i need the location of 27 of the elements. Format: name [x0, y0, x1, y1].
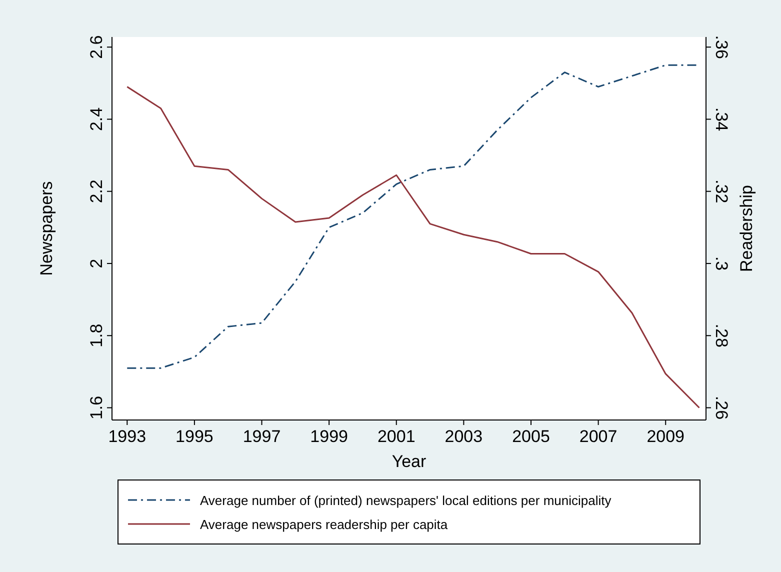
y2-axis-title: Readership [737, 185, 756, 272]
x-tick-label: 2009 [646, 427, 685, 446]
legend-label: Average newspapers readership per capita [200, 517, 448, 532]
legend-label: Average number of (printed) newspapers' local editions per municipality [200, 493, 612, 508]
y-tick-label: 1.6 [87, 396, 106, 420]
x-tick-label: 1997 [242, 427, 281, 446]
y2-tick-label: .34 [712, 107, 731, 132]
y-tick-label: 2.2 [87, 180, 106, 204]
x-axis-title: Year [392, 452, 427, 471]
y2-tick-label: .28 [712, 324, 731, 348]
x-tick-label: 1995 [176, 427, 214, 446]
y2-tick-label: .36 [712, 35, 731, 59]
y2-tick-label: .32 [712, 180, 731, 204]
y-tick-label: 2 [87, 258, 106, 268]
y2-tick-label: .3 [712, 256, 731, 271]
y2-tick-label: .26 [712, 396, 731, 420]
x-tick-label: 2003 [444, 427, 483, 446]
x-tick-label: 2007 [579, 427, 618, 446]
line-series [126, 86, 700, 408]
y-tick-label: 1.8 [87, 324, 106, 348]
x-tick-label: 2001 [377, 427, 416, 446]
y-tick-label: 2.4 [87, 107, 106, 132]
y-axis-title: Newspapers [37, 181, 56, 276]
x-tick-label: 1999 [310, 427, 348, 446]
x-tick-label: 2005 [512, 427, 550, 446]
y-tick-label: 2.6 [87, 35, 106, 59]
x-tick-label: 1993 [108, 427, 146, 446]
